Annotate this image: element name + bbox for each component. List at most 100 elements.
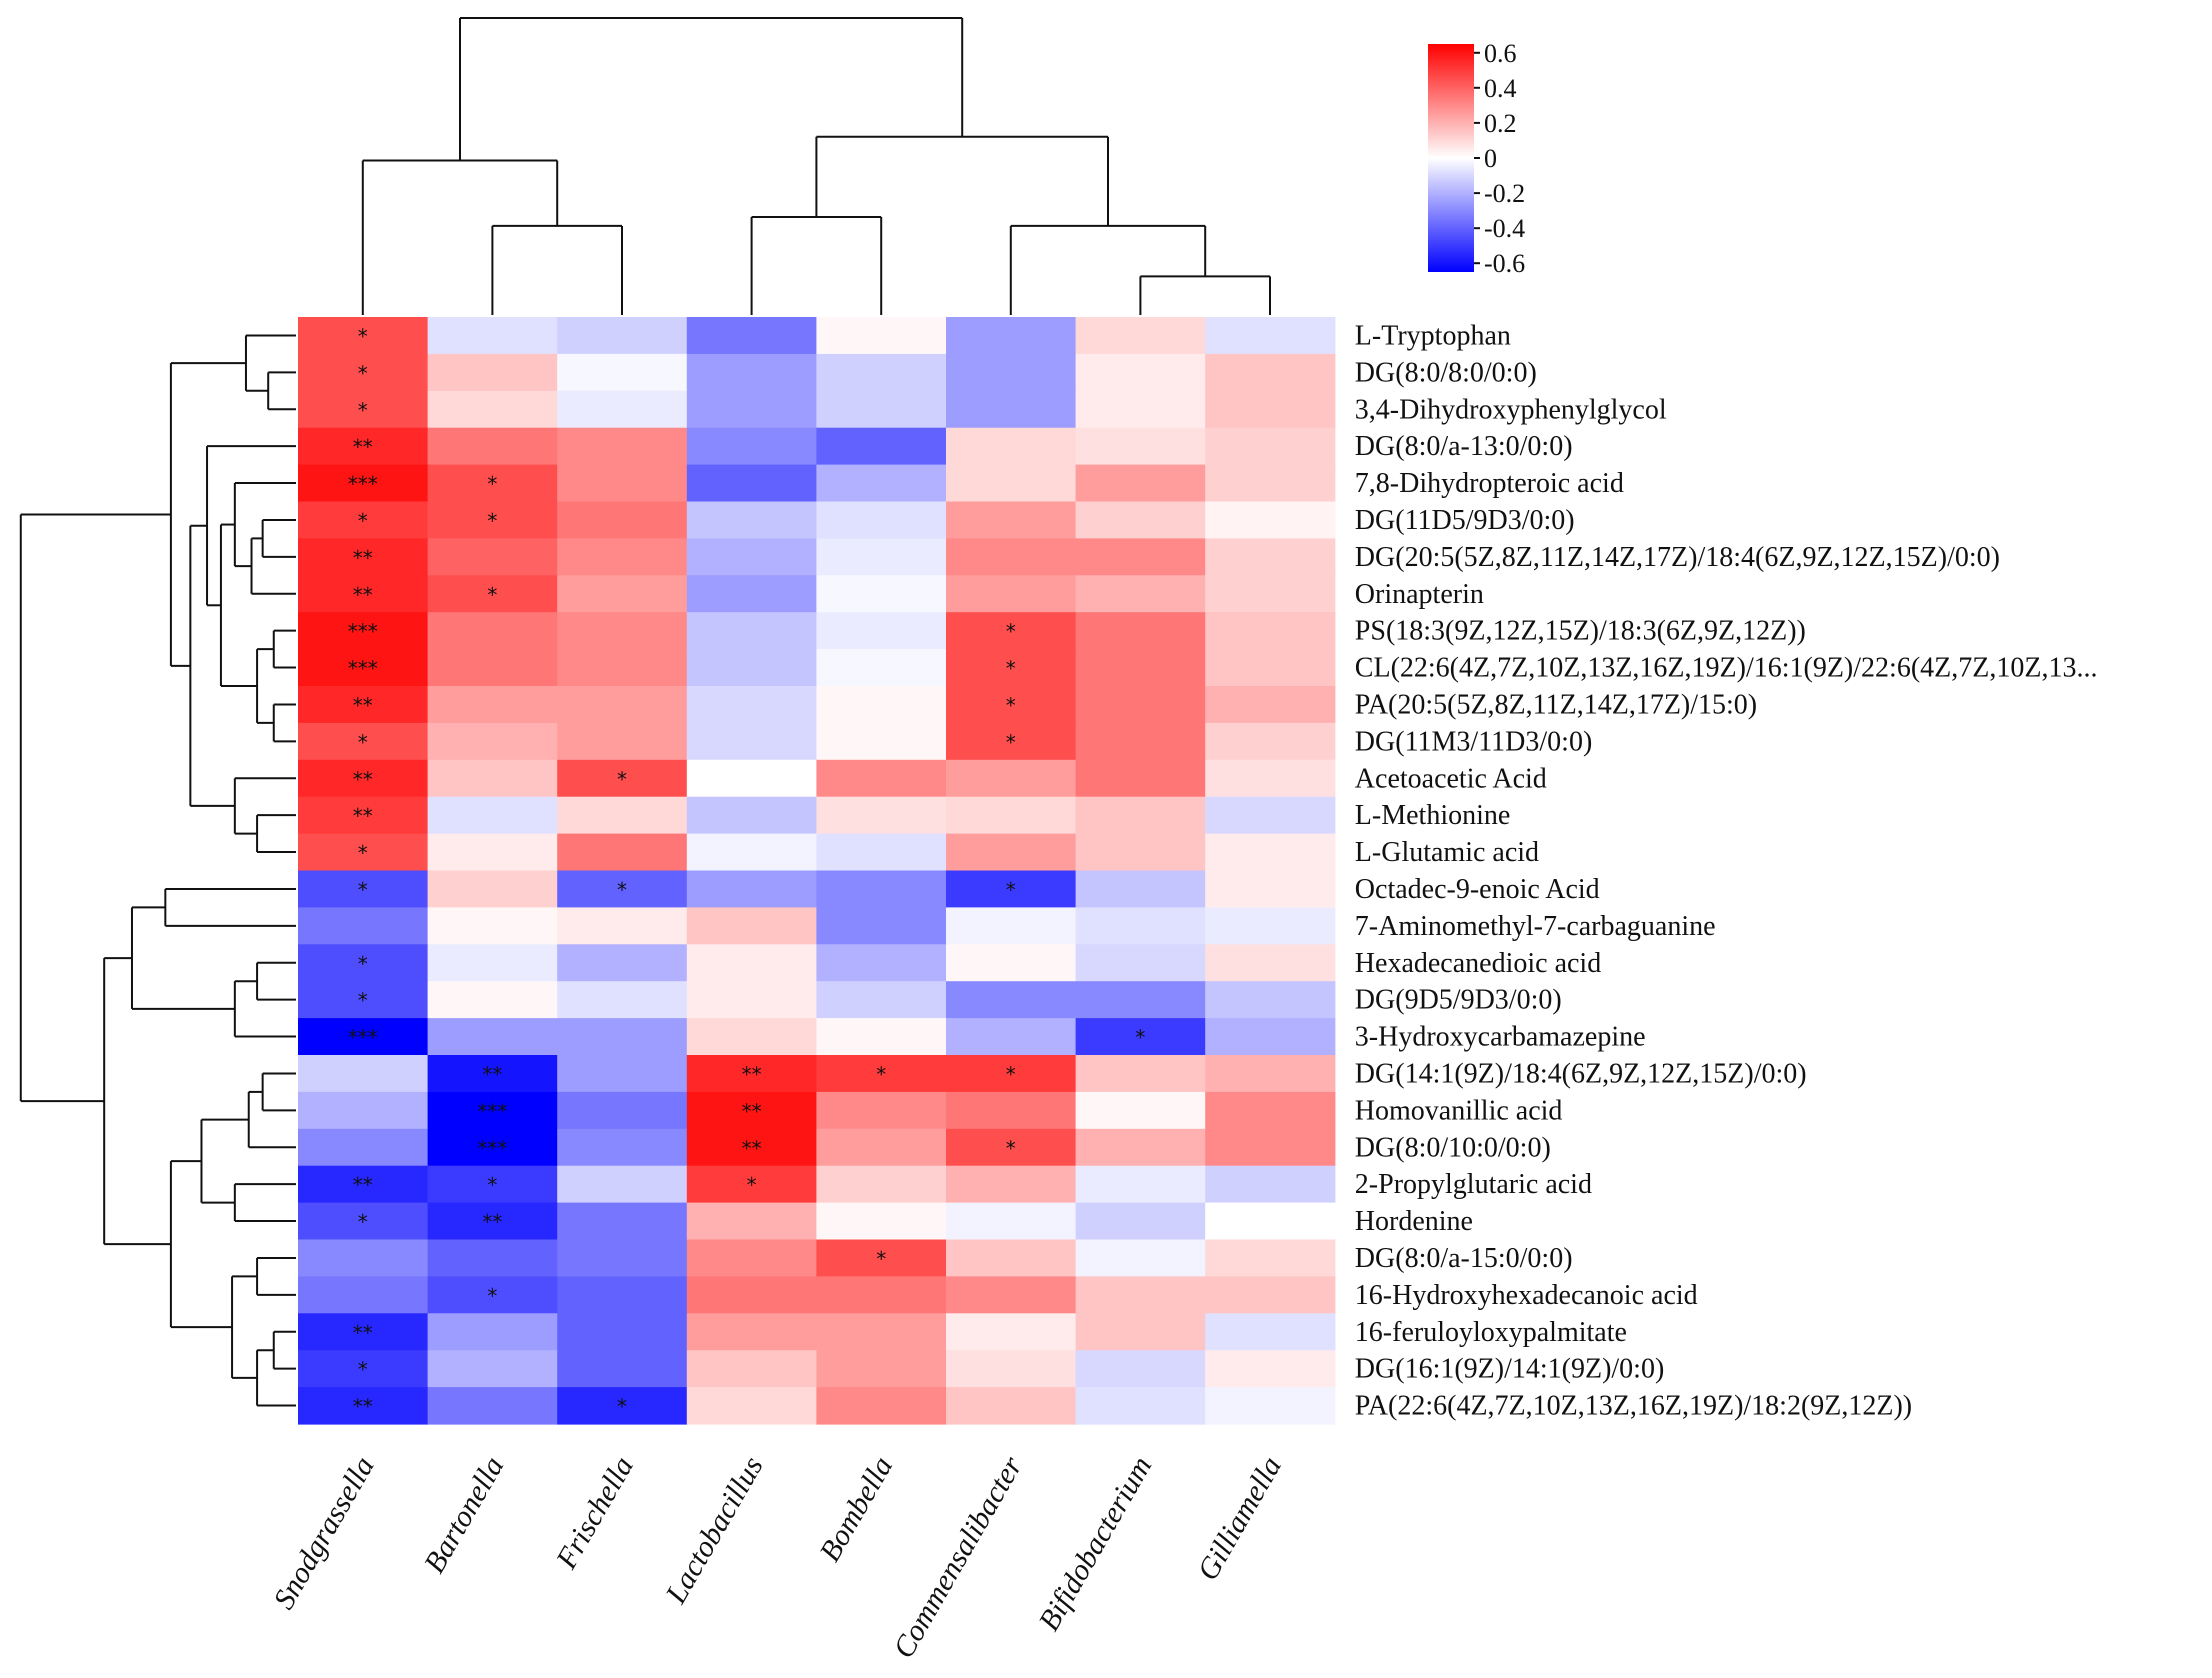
heatmap-cell xyxy=(1075,686,1206,724)
heatmap-cell xyxy=(557,1387,688,1425)
heatmap-cell xyxy=(1205,1239,1336,1277)
heatmap-cell xyxy=(946,1128,1077,1167)
heatmap-cell xyxy=(298,1387,429,1425)
heatmap-cell xyxy=(946,1239,1077,1277)
heatmap-cell xyxy=(298,796,429,835)
heatmap-cell xyxy=(686,464,817,503)
heatmap-cell xyxy=(298,686,429,724)
heatmap-cell xyxy=(557,1091,688,1130)
significance-stars: ******** ** ***** **** **** *** ** *** ***** * ***… xyxy=(348,324,1146,1418)
heatmap-cell xyxy=(298,1128,429,1167)
heatmap-cell xyxy=(1075,907,1206,945)
heatmap-cell xyxy=(298,907,429,945)
heatmap-cell xyxy=(298,722,429,761)
significance-star: ** xyxy=(742,1136,762,1160)
heatmap-cell xyxy=(1075,1313,1206,1351)
heatmap-cell xyxy=(686,981,817,1019)
heatmap-cell xyxy=(946,981,1077,1019)
significance-star: *** xyxy=(477,1136,507,1160)
heatmap-cell xyxy=(427,1350,558,1388)
heatmap-cell xyxy=(298,464,429,503)
heatmap-cell xyxy=(946,649,1077,687)
heatmap-cell xyxy=(1075,538,1206,576)
row-labels: L-Tryptophan DG(8:0/8:0/0:0) 3,4-Dihydroxy… xyxy=(1355,320,2098,1421)
heatmap-cell xyxy=(946,1018,1077,1056)
row-label: 7,8-Dihydropteroic acid xyxy=(1355,468,1624,499)
column-label: Bombella xyxy=(813,1451,899,1567)
heatmap-cell xyxy=(298,317,429,355)
heatmap-cell xyxy=(1075,1091,1206,1130)
heatmap-cell xyxy=(1075,870,1206,908)
significance-star: * xyxy=(876,1247,886,1271)
significance-star: * xyxy=(617,1395,627,1419)
heatmap-cell xyxy=(946,1091,1077,1130)
heatmap-cell xyxy=(427,1128,558,1167)
heatmap-cell xyxy=(557,1276,688,1314)
heatmap-cell xyxy=(557,612,688,650)
heatmap-cell xyxy=(557,796,688,835)
heatmap-cell xyxy=(557,317,688,355)
heatmap-cell xyxy=(816,649,947,687)
heatmap-cell xyxy=(686,1239,817,1277)
heatmap-cell xyxy=(946,390,1077,429)
heatmap-cell xyxy=(946,427,1077,466)
heatmap-cell xyxy=(1075,1239,1206,1277)
legend-tick-label: 0.4 xyxy=(1484,74,1517,103)
heatmap-cell xyxy=(946,317,1077,355)
heatmap-cell xyxy=(427,1018,558,1056)
significance-star: *** xyxy=(348,1026,378,1050)
heatmap-cell xyxy=(686,944,817,982)
heatmap-cell xyxy=(946,686,1077,724)
legend-tick-label: 0 xyxy=(1484,144,1497,173)
heatmap-cell xyxy=(686,390,817,429)
heatmap-cell xyxy=(1205,1387,1336,1425)
heatmap-cell xyxy=(1205,796,1336,835)
heatmap-cell xyxy=(557,1055,688,1093)
heatmap-cell xyxy=(686,575,817,613)
significance-star: * xyxy=(358,730,368,754)
heatmap-cell xyxy=(686,1128,817,1167)
heatmap-cell xyxy=(557,833,688,872)
heatmap-cell xyxy=(1205,501,1336,539)
heatmap-cell xyxy=(946,538,1077,576)
color-legend: 0.6 0.4 0.2 0 -0.2 -0.4 -0.6 xyxy=(1428,39,1525,278)
row-label: Homovanillic acid xyxy=(1355,1095,1563,1126)
heatmap-cell xyxy=(816,1387,947,1425)
heatmap-cell xyxy=(686,759,817,798)
heatmap-cell xyxy=(816,353,947,392)
heatmap-cell xyxy=(557,649,688,687)
heatmap-cell xyxy=(557,1239,688,1277)
significance-star: * xyxy=(1006,878,1016,902)
significance-star: * xyxy=(1006,657,1016,681)
heatmap-cell xyxy=(427,390,558,429)
heatmap-cell xyxy=(816,722,947,761)
significance-star: * xyxy=(487,1173,497,1197)
heatmap-cell xyxy=(816,390,947,429)
heatmap-cell xyxy=(557,353,688,392)
heatmap-cell xyxy=(1205,353,1336,392)
heatmap-cell xyxy=(427,649,558,687)
heatmap-cell xyxy=(427,1091,558,1130)
heatmap-cell xyxy=(557,759,688,798)
heatmap-cell xyxy=(816,612,947,650)
heatmap-cell xyxy=(298,1276,429,1314)
significance-star: ** xyxy=(353,804,373,828)
heatmap-cell xyxy=(427,870,558,908)
significance-star: * xyxy=(358,1210,368,1234)
heatmap-cell xyxy=(427,686,558,724)
significance-star: * xyxy=(617,878,627,902)
heatmap-cell xyxy=(298,1239,429,1277)
heatmap-cell xyxy=(1075,1128,1206,1167)
heatmap-cell xyxy=(427,833,558,872)
row-label: DG(8:0/a-15:0/0:0) xyxy=(1355,1243,1573,1274)
significance-star: *** xyxy=(477,1099,507,1123)
heatmap-cell xyxy=(816,1018,947,1056)
row-label: Orinapterin xyxy=(1355,579,1484,610)
significance-star: * xyxy=(747,1173,757,1197)
heatmap-cell xyxy=(686,612,817,650)
heatmap-cell xyxy=(557,1018,688,1056)
heatmap-cell xyxy=(427,501,558,539)
heatmap-cell xyxy=(298,501,429,539)
heatmap-cell xyxy=(816,1128,947,1167)
heatmap-cell xyxy=(427,1239,558,1277)
